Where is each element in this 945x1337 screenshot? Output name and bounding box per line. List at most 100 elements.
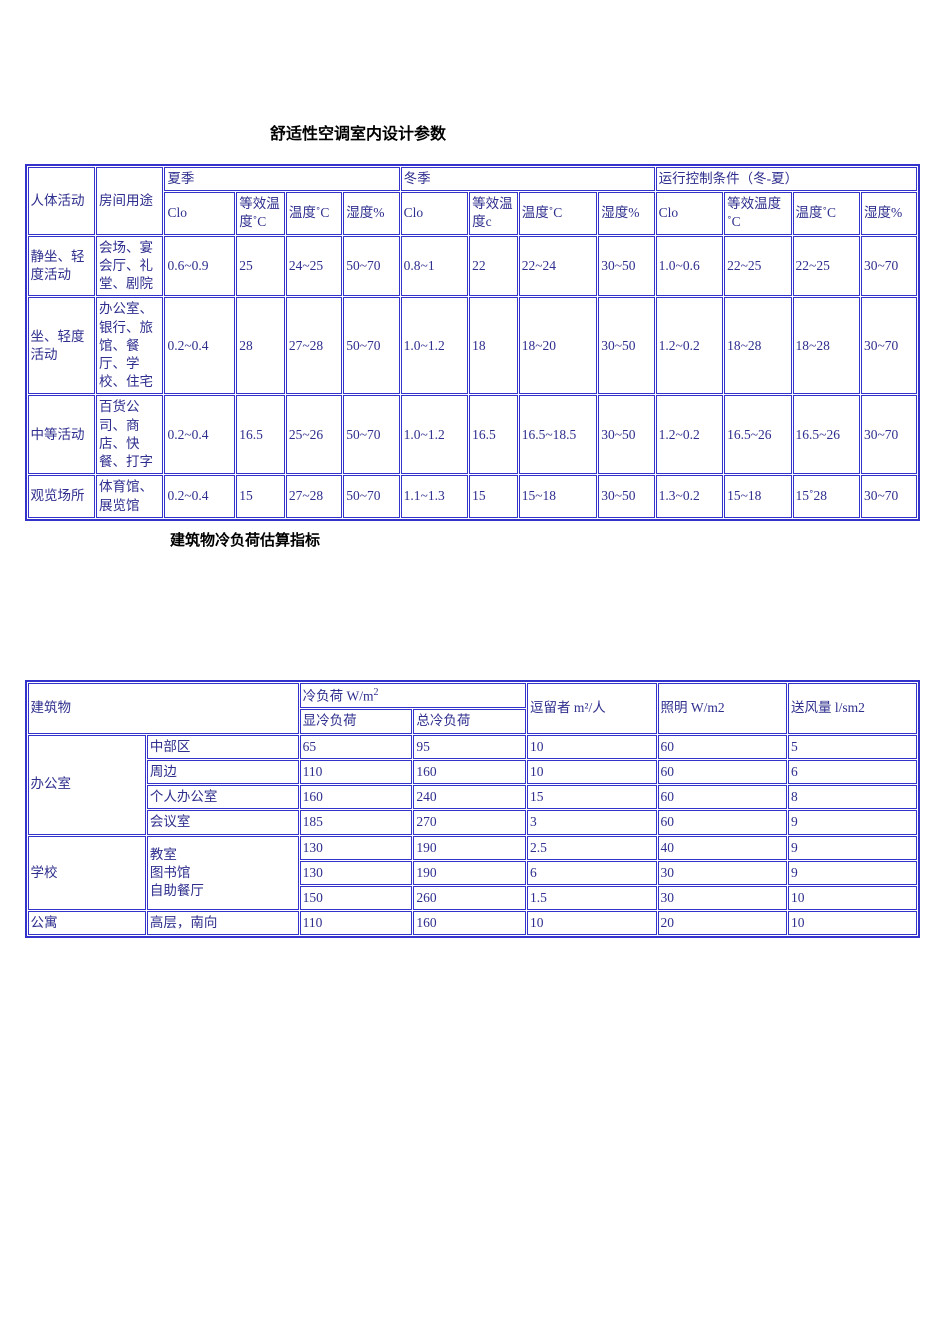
th-usage: 房间用途 (96, 167, 163, 235)
table-row: 中等活动百货公司、商店、快餐、打字0.2~0.416.525~2650~701.… (28, 395, 918, 474)
cell-s_clo: 0.2~0.4 (164, 475, 235, 517)
cell-l: 60 (658, 735, 787, 759)
cell-s: 150 (300, 886, 413, 910)
cell-s_eff: 16.5 (236, 395, 285, 474)
th-total: 总冷负荷 (413, 709, 526, 733)
th-s-eff: 等效温度˚C (236, 192, 285, 234)
cell-l: 30 (658, 886, 787, 910)
cell-s_h: 50~70 (343, 297, 399, 394)
cell-t: 95 (413, 735, 526, 759)
comfort-params-table: 人体活动 房间用途 夏季 冬季 运行控制条件（冬-夏） Clo 等效温度˚C 温… (25, 164, 921, 521)
cell-o: 3 (527, 810, 656, 834)
cell-s: 65 (300, 735, 413, 759)
th-activity: 人体活动 (28, 167, 95, 235)
th-s-hum: 湿度% (343, 192, 399, 234)
cell-s_t: 24~25 (286, 236, 342, 297)
cell-s: 110 (300, 760, 413, 784)
cell-c_eff: 18~28 (724, 297, 791, 394)
cell-a: 9 (788, 836, 918, 860)
cell-t: 160 (413, 760, 526, 784)
cell-s_t: 25~26 (286, 395, 342, 474)
cell-o: 15 (527, 785, 656, 809)
cell-s_t: 27~28 (286, 297, 342, 394)
cell-c_eff: 22~25 (724, 236, 791, 297)
cell-t: 190 (413, 836, 526, 860)
cell-c_eff: 16.5~26 (724, 395, 791, 474)
cell-a: 10 (788, 911, 918, 935)
cell-s_clo: 0.2~0.4 (164, 297, 235, 394)
cell-w_h: 30~50 (598, 297, 654, 394)
th-c-clo: Clo (656, 192, 723, 234)
cell-w_t: 16.5~18.5 (519, 395, 598, 474)
table-row: 观览场所体育馆、展览馆0.2~0.41527~2850~701.1~1.3151… (28, 475, 918, 517)
cell-c_t: 22~25 (793, 236, 860, 297)
cell-s_h: 50~70 (343, 395, 399, 474)
cell-w_clo: 1.0~1.2 (401, 395, 468, 474)
cell-c_h: 30~70 (861, 297, 917, 394)
table-row: 静坐、轻度活动会场、宴会厅、礼堂、剧院0.6~0.92524~2550~700.… (28, 236, 918, 297)
th-w-hum: 湿度% (598, 192, 654, 234)
group-name: 学校 (28, 836, 146, 911)
cell-s_eff: 15 (236, 475, 285, 517)
table-row: 周边11016010606 (28, 760, 918, 784)
cell-s_clo: 0.6~0.9 (164, 236, 235, 297)
cooling-load-table: 建筑物 冷负荷 W/m2 逗留者 m²/人 照明 W/m2 送风量 l/sm2 … (25, 680, 921, 939)
cell-o: 10 (527, 760, 656, 784)
cell-usage: 百货公司、商店、快餐、打字 (96, 395, 163, 474)
cell-l: 60 (658, 810, 787, 834)
th-cold-load: 冷负荷 W/m2 (300, 683, 526, 709)
cell-c_clo: 1.3~0.2 (656, 475, 723, 517)
th-sensible: 显冷负荷 (300, 709, 413, 733)
cell-c_h: 30~70 (861, 475, 917, 517)
cell-w_clo: 1.1~1.3 (401, 475, 468, 517)
cell-c_eff: 15~18 (724, 475, 791, 517)
cell-s_clo: 0.2~0.4 (164, 395, 235, 474)
cell-l: 60 (658, 785, 787, 809)
cell-activity: 中等活动 (28, 395, 95, 474)
cell-w_clo: 1.0~1.2 (401, 297, 468, 394)
th-s-temp: 温度˚C (286, 192, 342, 234)
cell-l: 20 (658, 911, 787, 935)
cell-s_h: 50~70 (343, 236, 399, 297)
cell-t: 160 (413, 911, 526, 935)
cell-o: 6 (527, 861, 656, 885)
cell-o: 1.5 (527, 886, 656, 910)
spacer (20, 560, 925, 680)
th-c-eff: 等效温度˚C (724, 192, 791, 234)
page-title-1: 舒适性空调室内设计参数 (270, 120, 925, 144)
cell-s_eff: 28 (236, 297, 285, 394)
th-c-hum: 湿度% (861, 192, 917, 234)
cell-a: 6 (788, 760, 918, 784)
sub-name: 个人办公室 (147, 785, 299, 809)
th-occupant: 逗留者 m²/人 (527, 683, 656, 734)
table-row: 学校教室 图书馆 自助餐厅1301902.5409 (28, 836, 918, 860)
cell-usage: 会场、宴会厅、礼堂、剧院 (96, 236, 163, 297)
cell-c_clo: 1.2~0.2 (656, 395, 723, 474)
cell-o: 10 (527, 735, 656, 759)
cell-w_h: 30~50 (598, 236, 654, 297)
cell-c_clo: 1.2~0.2 (656, 297, 723, 394)
cell-t: 240 (413, 785, 526, 809)
cell-a: 10 (788, 886, 918, 910)
cell-w_t: 18~20 (519, 297, 598, 394)
th-airflow: 送风量 l/sm2 (788, 683, 918, 734)
cell-w_eff: 15 (469, 475, 518, 517)
th-winter: 冬季 (401, 167, 655, 191)
cell-a: 5 (788, 735, 918, 759)
cell-s: 160 (300, 785, 413, 809)
th-summer: 夏季 (164, 167, 399, 191)
cell-c_t: 18~28 (793, 297, 860, 394)
cell-o: 2.5 (527, 836, 656, 860)
cell-w_eff: 16.5 (469, 395, 518, 474)
th-c-temp: 温度˚C (793, 192, 860, 234)
th-w-temp: 温度˚C (519, 192, 598, 234)
table-row: 公寓高层，南向110160102010 (28, 911, 918, 935)
cell-activity: 静坐、轻度活动 (28, 236, 95, 297)
cell-t: 190 (413, 861, 526, 885)
th-w-clo: Clo (401, 192, 468, 234)
table-row: 办公室中部区659510605 (28, 735, 918, 759)
cell-s: 185 (300, 810, 413, 834)
cell-a: 8 (788, 785, 918, 809)
sub-name: 教室 图书馆 自助餐厅 (147, 836, 299, 911)
cell-w_eff: 22 (469, 236, 518, 297)
